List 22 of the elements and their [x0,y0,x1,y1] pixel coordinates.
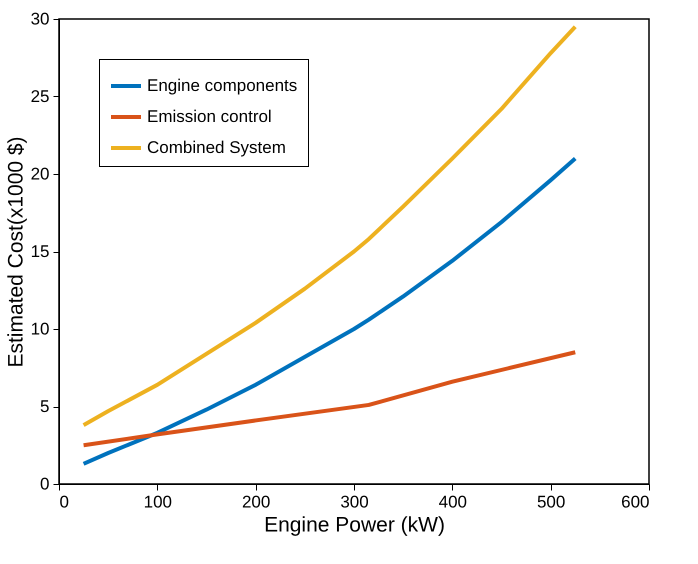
x-tick-label: 600 [621,492,650,512]
x-tick-label: 0 [60,492,69,512]
y-tick-label: 0 [40,474,50,494]
y-tick-label: 15 [30,242,50,261]
y-tick-label: 30 [30,10,50,28]
line-series [82,156,578,466]
x-tick-label: 200 [242,492,270,512]
x-tick-label: 300 [340,492,369,512]
y-tick-label: 10 [30,320,50,338]
x-tick-label: 500 [536,492,566,512]
x-tick-label: 100 [144,492,172,512]
legend-label: Emission control [147,107,272,126]
x-tick-label: 400 [438,492,468,512]
y-tick-label: 5 [40,397,50,416]
y-tick-label: 20 [30,164,50,184]
line-series [82,24,578,428]
y-axis-title: Estimated Cost(x1000 $) [4,136,28,368]
legend-label: Engine components [147,76,298,95]
y-tick-label: 25 [30,87,50,106]
legend-label: Combined System [147,138,286,157]
line-series [82,350,578,448]
x-axis-title: Engine Power (kW) [264,514,445,536]
